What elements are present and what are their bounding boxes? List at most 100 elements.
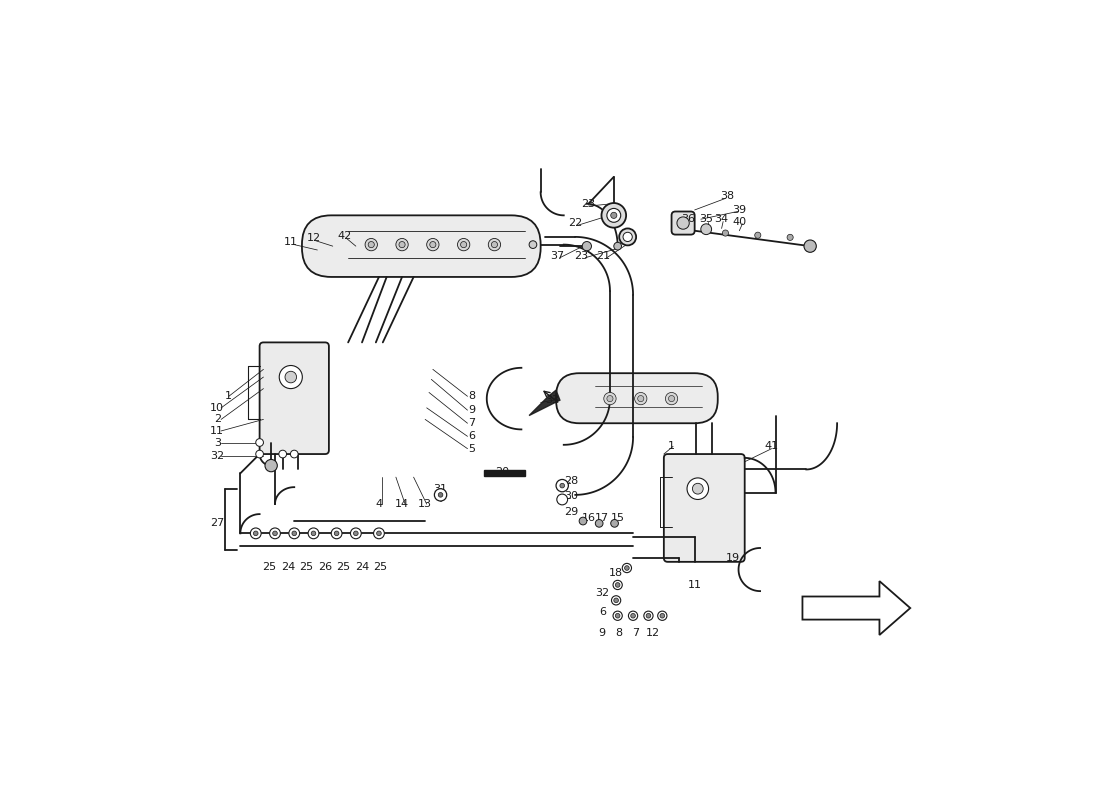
- Text: 12: 12: [646, 629, 660, 638]
- Text: 38: 38: [719, 191, 734, 201]
- Circle shape: [613, 580, 623, 590]
- FancyBboxPatch shape: [671, 211, 695, 234]
- Circle shape: [604, 393, 616, 405]
- Text: 26: 26: [318, 562, 332, 572]
- Circle shape: [615, 582, 620, 587]
- Text: 21: 21: [596, 251, 611, 261]
- Circle shape: [623, 232, 632, 242]
- Circle shape: [644, 611, 653, 620]
- Circle shape: [253, 531, 258, 536]
- Circle shape: [438, 493, 443, 497]
- Circle shape: [265, 459, 277, 472]
- Text: 30: 30: [564, 491, 579, 502]
- Text: 32: 32: [210, 451, 224, 462]
- Text: 19: 19: [726, 553, 740, 563]
- Circle shape: [430, 242, 436, 248]
- Circle shape: [557, 494, 568, 505]
- Circle shape: [396, 238, 408, 250]
- Circle shape: [613, 611, 623, 620]
- Ellipse shape: [285, 371, 297, 383]
- Circle shape: [529, 241, 537, 249]
- Text: 11: 11: [210, 426, 224, 436]
- Text: 18: 18: [609, 568, 624, 578]
- Circle shape: [368, 242, 374, 248]
- Text: 42: 42: [338, 231, 351, 241]
- Text: 1: 1: [226, 391, 232, 402]
- Circle shape: [311, 531, 316, 536]
- Circle shape: [669, 395, 674, 402]
- Circle shape: [353, 531, 359, 536]
- Text: 8: 8: [616, 629, 623, 638]
- Ellipse shape: [279, 366, 302, 389]
- Text: 25: 25: [299, 562, 314, 572]
- Circle shape: [602, 203, 626, 228]
- Text: 6: 6: [468, 431, 475, 442]
- Text: 14: 14: [395, 499, 409, 509]
- Text: 24: 24: [280, 562, 295, 572]
- Circle shape: [628, 611, 638, 620]
- Text: 39: 39: [733, 205, 747, 215]
- Circle shape: [488, 238, 501, 250]
- Circle shape: [635, 393, 647, 405]
- Polygon shape: [484, 470, 526, 476]
- Circle shape: [308, 528, 319, 538]
- Circle shape: [786, 234, 793, 241]
- Circle shape: [610, 519, 618, 527]
- Text: 41: 41: [764, 442, 779, 451]
- Circle shape: [331, 528, 342, 538]
- Circle shape: [595, 519, 603, 527]
- Circle shape: [614, 242, 622, 250]
- FancyBboxPatch shape: [260, 342, 329, 454]
- Text: 10: 10: [210, 403, 224, 413]
- Circle shape: [255, 438, 264, 446]
- Text: 22: 22: [569, 218, 582, 228]
- Text: 7: 7: [468, 418, 475, 428]
- Text: 5: 5: [468, 444, 475, 454]
- Text: 27: 27: [210, 518, 224, 528]
- Circle shape: [557, 479, 569, 492]
- Polygon shape: [529, 390, 560, 415]
- Circle shape: [701, 224, 712, 234]
- Text: 11: 11: [688, 580, 702, 590]
- Text: 35: 35: [700, 214, 713, 224]
- Text: 4: 4: [375, 499, 383, 509]
- Circle shape: [630, 614, 636, 618]
- Circle shape: [365, 238, 377, 250]
- Circle shape: [804, 240, 816, 252]
- Circle shape: [290, 450, 298, 458]
- Circle shape: [660, 614, 664, 618]
- Text: 7: 7: [632, 629, 640, 638]
- Text: 15: 15: [610, 513, 625, 523]
- Text: 12: 12: [307, 234, 320, 243]
- Text: 16: 16: [582, 513, 595, 523]
- Circle shape: [614, 598, 618, 602]
- Circle shape: [289, 528, 299, 538]
- Text: 20: 20: [495, 466, 509, 477]
- Circle shape: [251, 528, 261, 538]
- Circle shape: [376, 531, 382, 536]
- Circle shape: [351, 528, 361, 538]
- Text: 11: 11: [284, 238, 297, 247]
- Text: 36: 36: [682, 214, 695, 224]
- Circle shape: [610, 212, 617, 218]
- Circle shape: [638, 395, 644, 402]
- Circle shape: [334, 531, 339, 536]
- Circle shape: [255, 450, 264, 458]
- Text: 8: 8: [468, 391, 475, 402]
- Circle shape: [458, 238, 470, 250]
- Text: 28: 28: [564, 476, 579, 486]
- Circle shape: [723, 230, 728, 236]
- Text: 25: 25: [373, 562, 387, 572]
- Circle shape: [625, 566, 629, 570]
- Circle shape: [623, 563, 631, 573]
- Text: 9: 9: [598, 629, 606, 638]
- Text: 6: 6: [598, 607, 606, 617]
- Circle shape: [461, 242, 466, 248]
- Text: 17: 17: [595, 513, 609, 523]
- Circle shape: [427, 238, 439, 250]
- Circle shape: [279, 450, 287, 458]
- FancyBboxPatch shape: [556, 373, 717, 423]
- Circle shape: [615, 614, 620, 618]
- Polygon shape: [803, 581, 911, 635]
- FancyBboxPatch shape: [664, 454, 745, 562]
